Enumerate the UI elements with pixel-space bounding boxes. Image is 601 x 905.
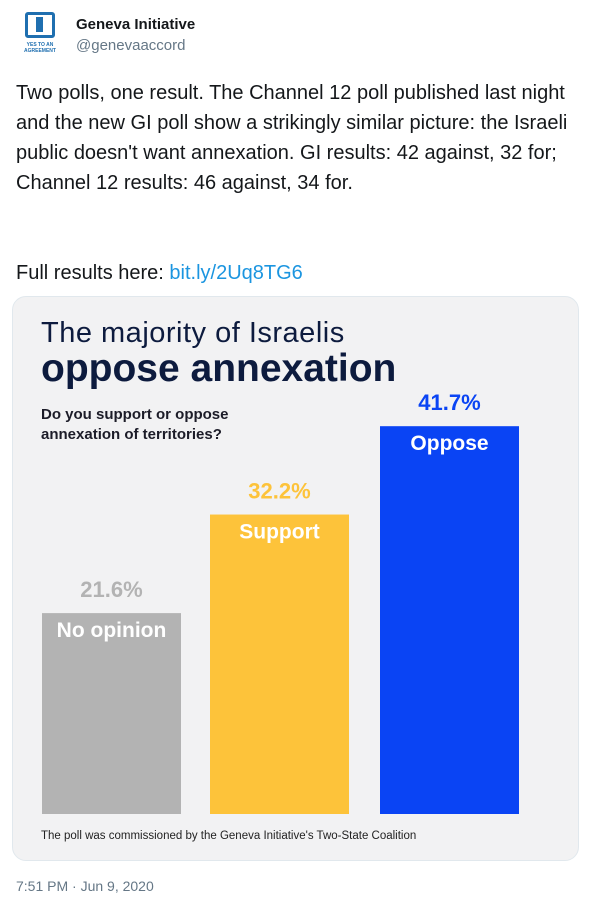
geneva-logo-icon: [25, 12, 55, 38]
author-name[interactable]: Geneva Initiative: [76, 16, 196, 33]
bar-value-label: 41.7%: [418, 390, 480, 415]
chart-title-line2: oppose annexation: [41, 347, 397, 390]
tweet-link-line: Full results here: bit.ly/2Uq8TG6: [16, 258, 303, 288]
bar-no-opinion: [42, 613, 181, 814]
bar-oppose: [380, 426, 519, 814]
chart-image-card[interactable]: The majority of Israelis oppose annexati…: [12, 296, 579, 861]
chart-question: Do you support or oppose annexation of t…: [41, 406, 229, 443]
bar-chart: No opinion 21.6% Support 32.2% Oppose 41.7%: [42, 390, 519, 814]
bar-category-label: No opinion: [57, 619, 167, 642]
bar-category-label: Oppose: [410, 432, 488, 455]
avatar[interactable]: YES TO AN AGREEMENT: [16, 8, 64, 56]
chart-footnote: The poll was commissioned by the Geneva …: [41, 830, 417, 842]
author-handle[interactable]: @genevaaccord: [76, 37, 186, 54]
tweet-text: Two polls, one result. The Channel 12 po…: [16, 78, 588, 198]
tweet-link-prefix: Full results here:: [16, 262, 170, 284]
avatar-logo-text: YES TO AN AGREEMENT: [24, 42, 56, 54]
bar-category-label: Support: [239, 521, 319, 544]
tweet-timestamp[interactable]: 7:51 PM · Jun 9, 2020: [16, 878, 154, 894]
results-link[interactable]: bit.ly/2Uq8TG6: [169, 262, 303, 284]
bar-value-label: 32.2%: [248, 479, 310, 504]
bar-support: [210, 514, 349, 814]
tweet-body: Two polls, one result. The Channel 12 po…: [16, 82, 568, 194]
chart-title-line1: The majority of Israelis: [41, 317, 345, 349]
bar-value-label: 21.6%: [80, 577, 142, 602]
logo-bar-icon: [36, 17, 43, 32]
